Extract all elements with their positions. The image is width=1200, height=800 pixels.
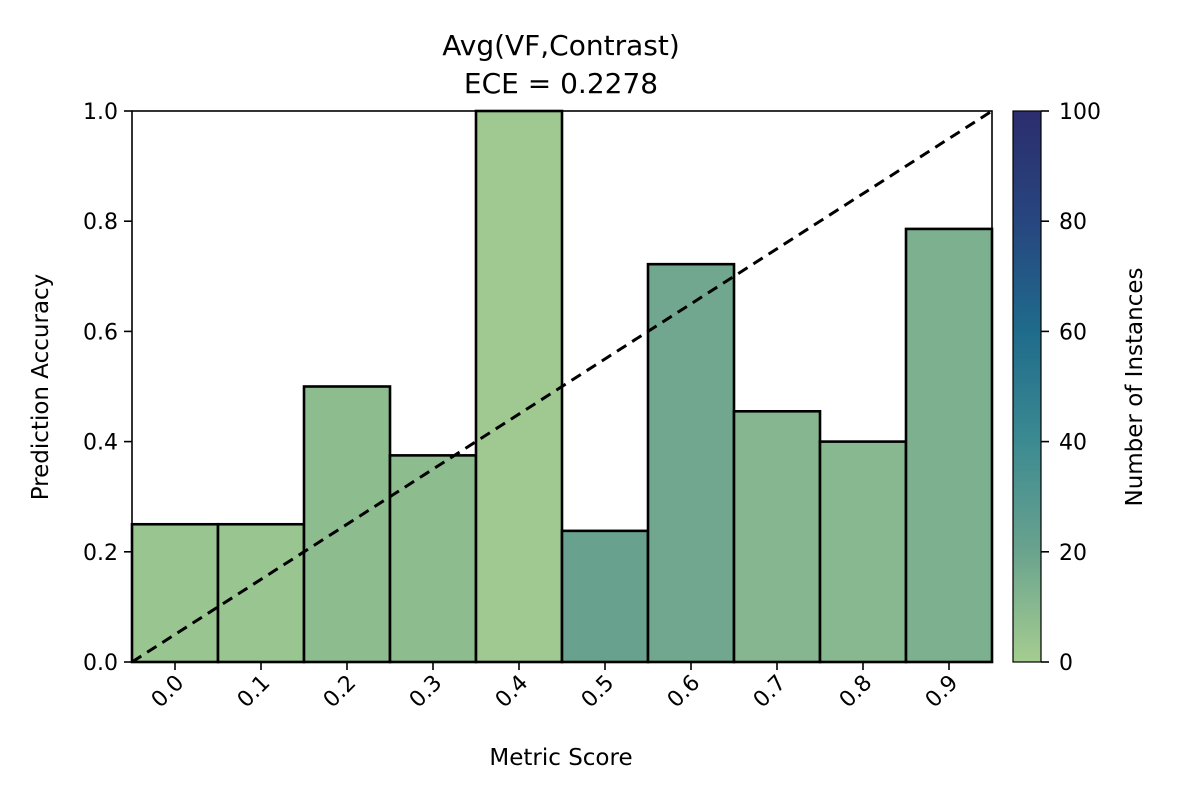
bar-0.3 (388, 454, 478, 664)
colorbar-tick-label: 100 (1059, 100, 1101, 125)
x-axis-label: Metric Score (489, 745, 632, 771)
colorbar-tick-label: 40 (1059, 431, 1087, 456)
y-axis-ticks: 0.0 0.2 0.4 0.6 0.8 1.0 (83, 100, 132, 676)
bar-0.7 (732, 409, 822, 664)
chart-subtitle: ECE = 0.2278 (464, 67, 658, 100)
y-tick-label: 0.8 (83, 210, 118, 235)
chart-title: Avg(VF,Contrast) (442, 29, 680, 62)
x-tick-label: 0.5 (577, 671, 619, 713)
x-tick-label: 0.3 (405, 671, 447, 713)
x-tick-label: 0.4 (491, 671, 533, 713)
x-tick-label: 0.6 (663, 671, 705, 713)
y-tick-label: 0.0 (83, 651, 118, 676)
x-tick-label: 0.1 (233, 671, 275, 713)
y-tick-label: 1.0 (83, 100, 118, 125)
x-tick-label: 0.7 (749, 671, 791, 713)
x-tick-label: 0.2 (319, 671, 361, 713)
bars-group (130, 109, 994, 664)
colorbar (1012, 110, 1042, 663)
colorbar-tick-label: 20 (1059, 541, 1087, 566)
x-axis-ticks: 0.0 0.1 0.2 0.3 0.4 0.5 0.6 0.7 0.8 0.9 (147, 662, 963, 713)
y-tick-label: 0.2 (83, 541, 118, 566)
x-tick-label: 0.8 (835, 671, 877, 713)
x-tick-label: 0.9 (921, 671, 963, 713)
bar-0.9 (904, 227, 994, 664)
colorbar-ticks: 0 20 40 60 80 100 (1041, 100, 1101, 676)
bar-0.8 (818, 440, 908, 664)
colorbar-tick-label: 60 (1059, 320, 1087, 345)
bar-0.0 (130, 522, 220, 664)
y-tick-label: 0.4 (83, 431, 118, 456)
bar-0.6 (646, 262, 736, 664)
colorbar-label: Number of Instances (1122, 268, 1148, 507)
y-tick-label: 0.6 (83, 320, 118, 345)
y-axis-label: Prediction Accuracy (28, 274, 54, 501)
plot-frame (131, 110, 993, 663)
bar-0.1 (216, 522, 306, 664)
perfect-calibration-line (131, 109, 993, 664)
x-tick-label: 0.0 (147, 671, 189, 713)
colorbar-tick-label: 0 (1059, 651, 1073, 676)
bar-0.4 (474, 109, 564, 664)
colorbar-tick-label: 80 (1059, 210, 1087, 235)
bar-0.5 (560, 529, 650, 664)
